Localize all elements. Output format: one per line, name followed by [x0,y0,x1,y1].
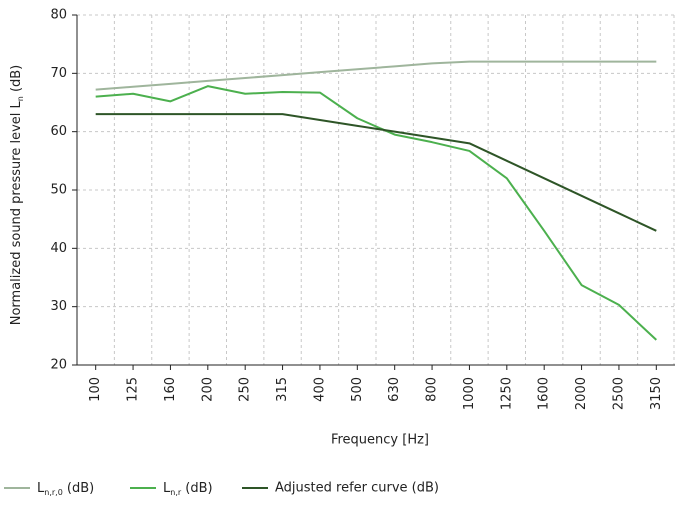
y-tick-label: 20 [50,358,67,373]
y-tick-label: 40 [50,241,67,256]
x-tick-label: 400 [312,377,327,402]
legend-label: Adjusted refer curve (dB) [275,481,439,496]
x-tick-label: 630 [387,377,402,402]
x-tick-label: 1250 [499,377,514,410]
series-line [95,85,657,341]
x-tick-label: 1000 [462,377,477,410]
y-axis-title: Normalized sound pressure level Ln (dB) [9,65,25,326]
y-tick-label: 30 [50,299,67,314]
y-tick-label: 80 [50,8,67,23]
x-tick-label: 250 [238,377,253,402]
series-line [95,113,657,232]
x-tick-label: 800 [425,377,440,402]
legend-label: Ln,r,0 (dB) [37,481,94,497]
x-tick-label: 160 [163,377,178,402]
series-line [95,60,657,91]
x-tick-label: 200 [200,377,215,402]
y-tick-label: 60 [50,124,67,139]
legend-label: Ln,r (dB) [163,481,213,497]
x-tick-label: 500 [350,377,365,402]
x-tick-label: 1600 [537,377,552,410]
y-tick-label: 50 [50,183,67,198]
y-tick-label: 70 [50,66,67,81]
x-axis-title: Frequency [Hz] [331,433,429,448]
x-tick-label: 3150 [649,377,664,410]
x-tick-label: 125 [126,377,141,402]
x-tick-label: 2500 [611,377,626,410]
x-tick-label: 100 [88,377,103,402]
x-tick-label: 2000 [574,377,589,410]
x-tick-label: 315 [275,377,290,402]
